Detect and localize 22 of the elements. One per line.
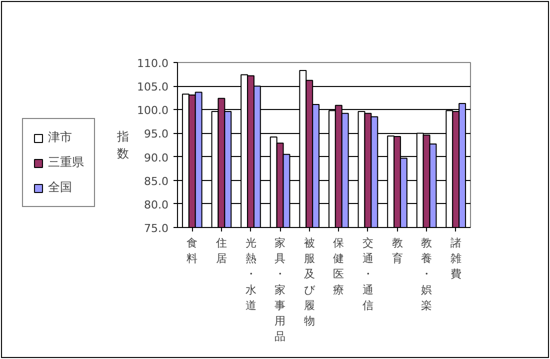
y-axis-title: 指数 bbox=[116, 130, 130, 160]
legend-label: 三重県 bbox=[48, 154, 84, 171]
x-tick-label: 保健医療 bbox=[333, 236, 344, 296]
x-tick-label: 諸雑費 bbox=[450, 236, 462, 281]
y-tick-label: 100.0 bbox=[137, 104, 169, 118]
x-tick-label: 光熱・水道 bbox=[245, 236, 256, 312]
y-tick-label: 85.0 bbox=[144, 174, 169, 188]
x-tick-label: 住居 bbox=[216, 236, 227, 266]
y-tick-label: 95.0 bbox=[144, 128, 169, 141]
y-tick-label: 110.0 bbox=[137, 57, 169, 70]
x-tick-label: 食料 bbox=[186, 236, 198, 266]
y-tick-label: 80.0 bbox=[144, 198, 169, 212]
y-tick-label: 90.0 bbox=[144, 151, 169, 164]
x-tick-label: 被服及び履物 bbox=[304, 236, 316, 328]
x-tick-label: 教育 bbox=[392, 236, 403, 266]
y-tick-label: 75.0 bbox=[144, 222, 169, 235]
x-tick-label: 交通・通信 bbox=[362, 236, 374, 312]
x-tick-label: 家具・家事用品 bbox=[274, 236, 286, 344]
x-tick-label: 教養・娯楽 bbox=[421, 236, 432, 312]
legend-label: 津市 bbox=[48, 129, 72, 146]
y-tick-label: 105.0 bbox=[137, 80, 169, 94]
legend-label: 全国 bbox=[48, 179, 72, 196]
